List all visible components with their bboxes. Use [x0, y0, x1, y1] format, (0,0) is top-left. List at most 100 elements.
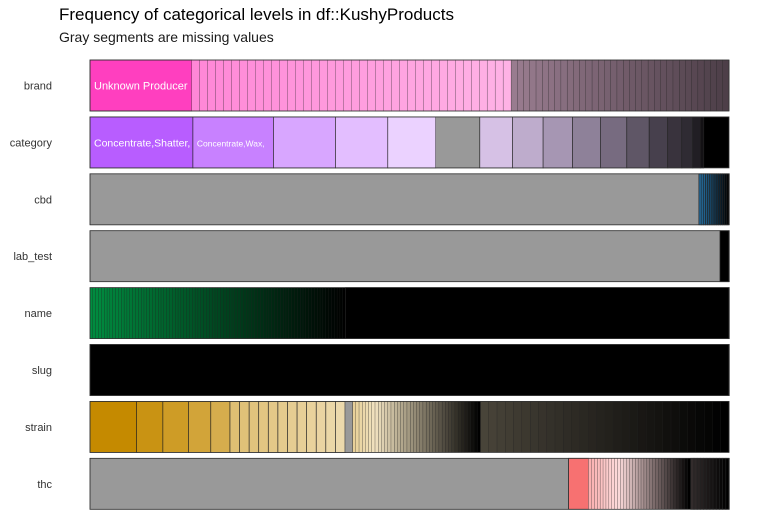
- level-segment: [722, 59, 730, 112]
- level-segment: [220, 287, 224, 339]
- level-segment: [98, 287, 102, 339]
- level-segment: [548, 59, 556, 112]
- level-segment: [571, 401, 581, 453]
- level-segment: [648, 116, 669, 169]
- level-segment: [397, 401, 402, 453]
- level-segment: [611, 458, 616, 510]
- level-segment: [563, 401, 573, 453]
- level-segment: [257, 287, 261, 339]
- bar-outline: [89, 400, 730, 453]
- level-segment: [655, 458, 659, 510]
- level-segment: [394, 401, 398, 453]
- level-segment: [207, 59, 217, 112]
- level-segment: [106, 287, 111, 339]
- segment-label: Concentrate,Shatter,: [94, 137, 190, 149]
- row-label: cbd: [34, 194, 52, 206]
- level-segment: [317, 287, 321, 339]
- level-segment: [210, 401, 231, 453]
- level-segment: [384, 401, 389, 453]
- level-segment: [146, 287, 151, 339]
- level-segment: [328, 287, 332, 339]
- level-segment: [463, 59, 472, 112]
- level-segment: [209, 287, 213, 339]
- chart-subtitle: Gray segments are missing values: [59, 29, 274, 45]
- level-segment: [486, 59, 496, 112]
- level-segment: [192, 287, 196, 339]
- level-segment: [646, 458, 651, 510]
- level-segment: [629, 401, 639, 453]
- variable-row-strain: strain: [25, 400, 730, 453]
- level-segment: [296, 401, 308, 453]
- bar-outline: [89, 230, 730, 283]
- level-segment: [467, 401, 472, 453]
- level-segment: [365, 401, 370, 453]
- level-segment: [367, 59, 376, 112]
- level-segment: [591, 458, 595, 510]
- level-segment: [149, 287, 153, 339]
- segment-label: Unknown Producer: [94, 81, 188, 93]
- level-segment: [720, 401, 730, 453]
- level-segment: [652, 458, 657, 510]
- level-segment: [101, 287, 105, 339]
- level-segment: [258, 401, 269, 453]
- level-segment: [629, 59, 637, 112]
- level-segment: [104, 287, 108, 339]
- level-segment: [454, 401, 459, 453]
- variable-row-slug: slug: [32, 344, 730, 396]
- level-segment: [214, 287, 219, 339]
- level-segment: [566, 59, 574, 112]
- level-segment: [234, 287, 239, 339]
- level-segment: [407, 59, 416, 112]
- level-segment: [597, 458, 601, 510]
- level-segment: [135, 287, 139, 339]
- level-segment: [675, 458, 680, 510]
- bar-outline: [89, 59, 730, 112]
- level-segment: [217, 287, 222, 339]
- level-segment: [703, 59, 711, 112]
- level-segment: [502, 59, 512, 112]
- level-segment: [697, 59, 705, 112]
- level-segment: [448, 401, 453, 453]
- level-segment: [632, 458, 636, 510]
- level-segment: [451, 401, 456, 453]
- level-segment: [419, 401, 424, 453]
- level-segment: [695, 401, 705, 453]
- level-segment: [325, 401, 337, 453]
- level-segment: [681, 458, 686, 510]
- level-segment: [660, 59, 668, 112]
- level-segment: [359, 59, 368, 112]
- level-segment: [617, 458, 622, 510]
- level-segment: [285, 287, 290, 339]
- level-segment: [203, 287, 207, 339]
- variable-row-category: category Concentrate,Shatter, Concentrate,…: [10, 116, 730, 169]
- level-segment: [188, 401, 212, 453]
- level-segment: [678, 458, 683, 510]
- level-segment: [152, 287, 156, 339]
- level-segment: [254, 287, 259, 339]
- level-segment: [461, 401, 465, 453]
- level-segment: [288, 287, 293, 339]
- level-segment: [248, 287, 253, 339]
- level-segment: [573, 59, 581, 112]
- bar-outline: [89, 344, 730, 396]
- level-segment: [572, 116, 602, 169]
- level-segment: [542, 116, 574, 169]
- level-segment: [95, 287, 99, 339]
- level-segment: [626, 458, 630, 510]
- level-segment: [121, 287, 125, 339]
- level-segment: [335, 59, 344, 112]
- level-segment: [513, 401, 523, 453]
- level-segment: [455, 59, 464, 112]
- level-segment: [546, 401, 556, 453]
- level-segment: [612, 401, 622, 453]
- missing-segment: [435, 116, 481, 169]
- level-segment: [538, 401, 548, 453]
- level-segment: [160, 287, 165, 339]
- level-segment: [89, 287, 94, 339]
- level-segment: [594, 458, 598, 510]
- level-segment: [588, 458, 592, 510]
- level-segment: [416, 401, 421, 453]
- bar-outline: [89, 173, 730, 226]
- level-segment: [658, 458, 662, 510]
- level-segment: [336, 287, 341, 339]
